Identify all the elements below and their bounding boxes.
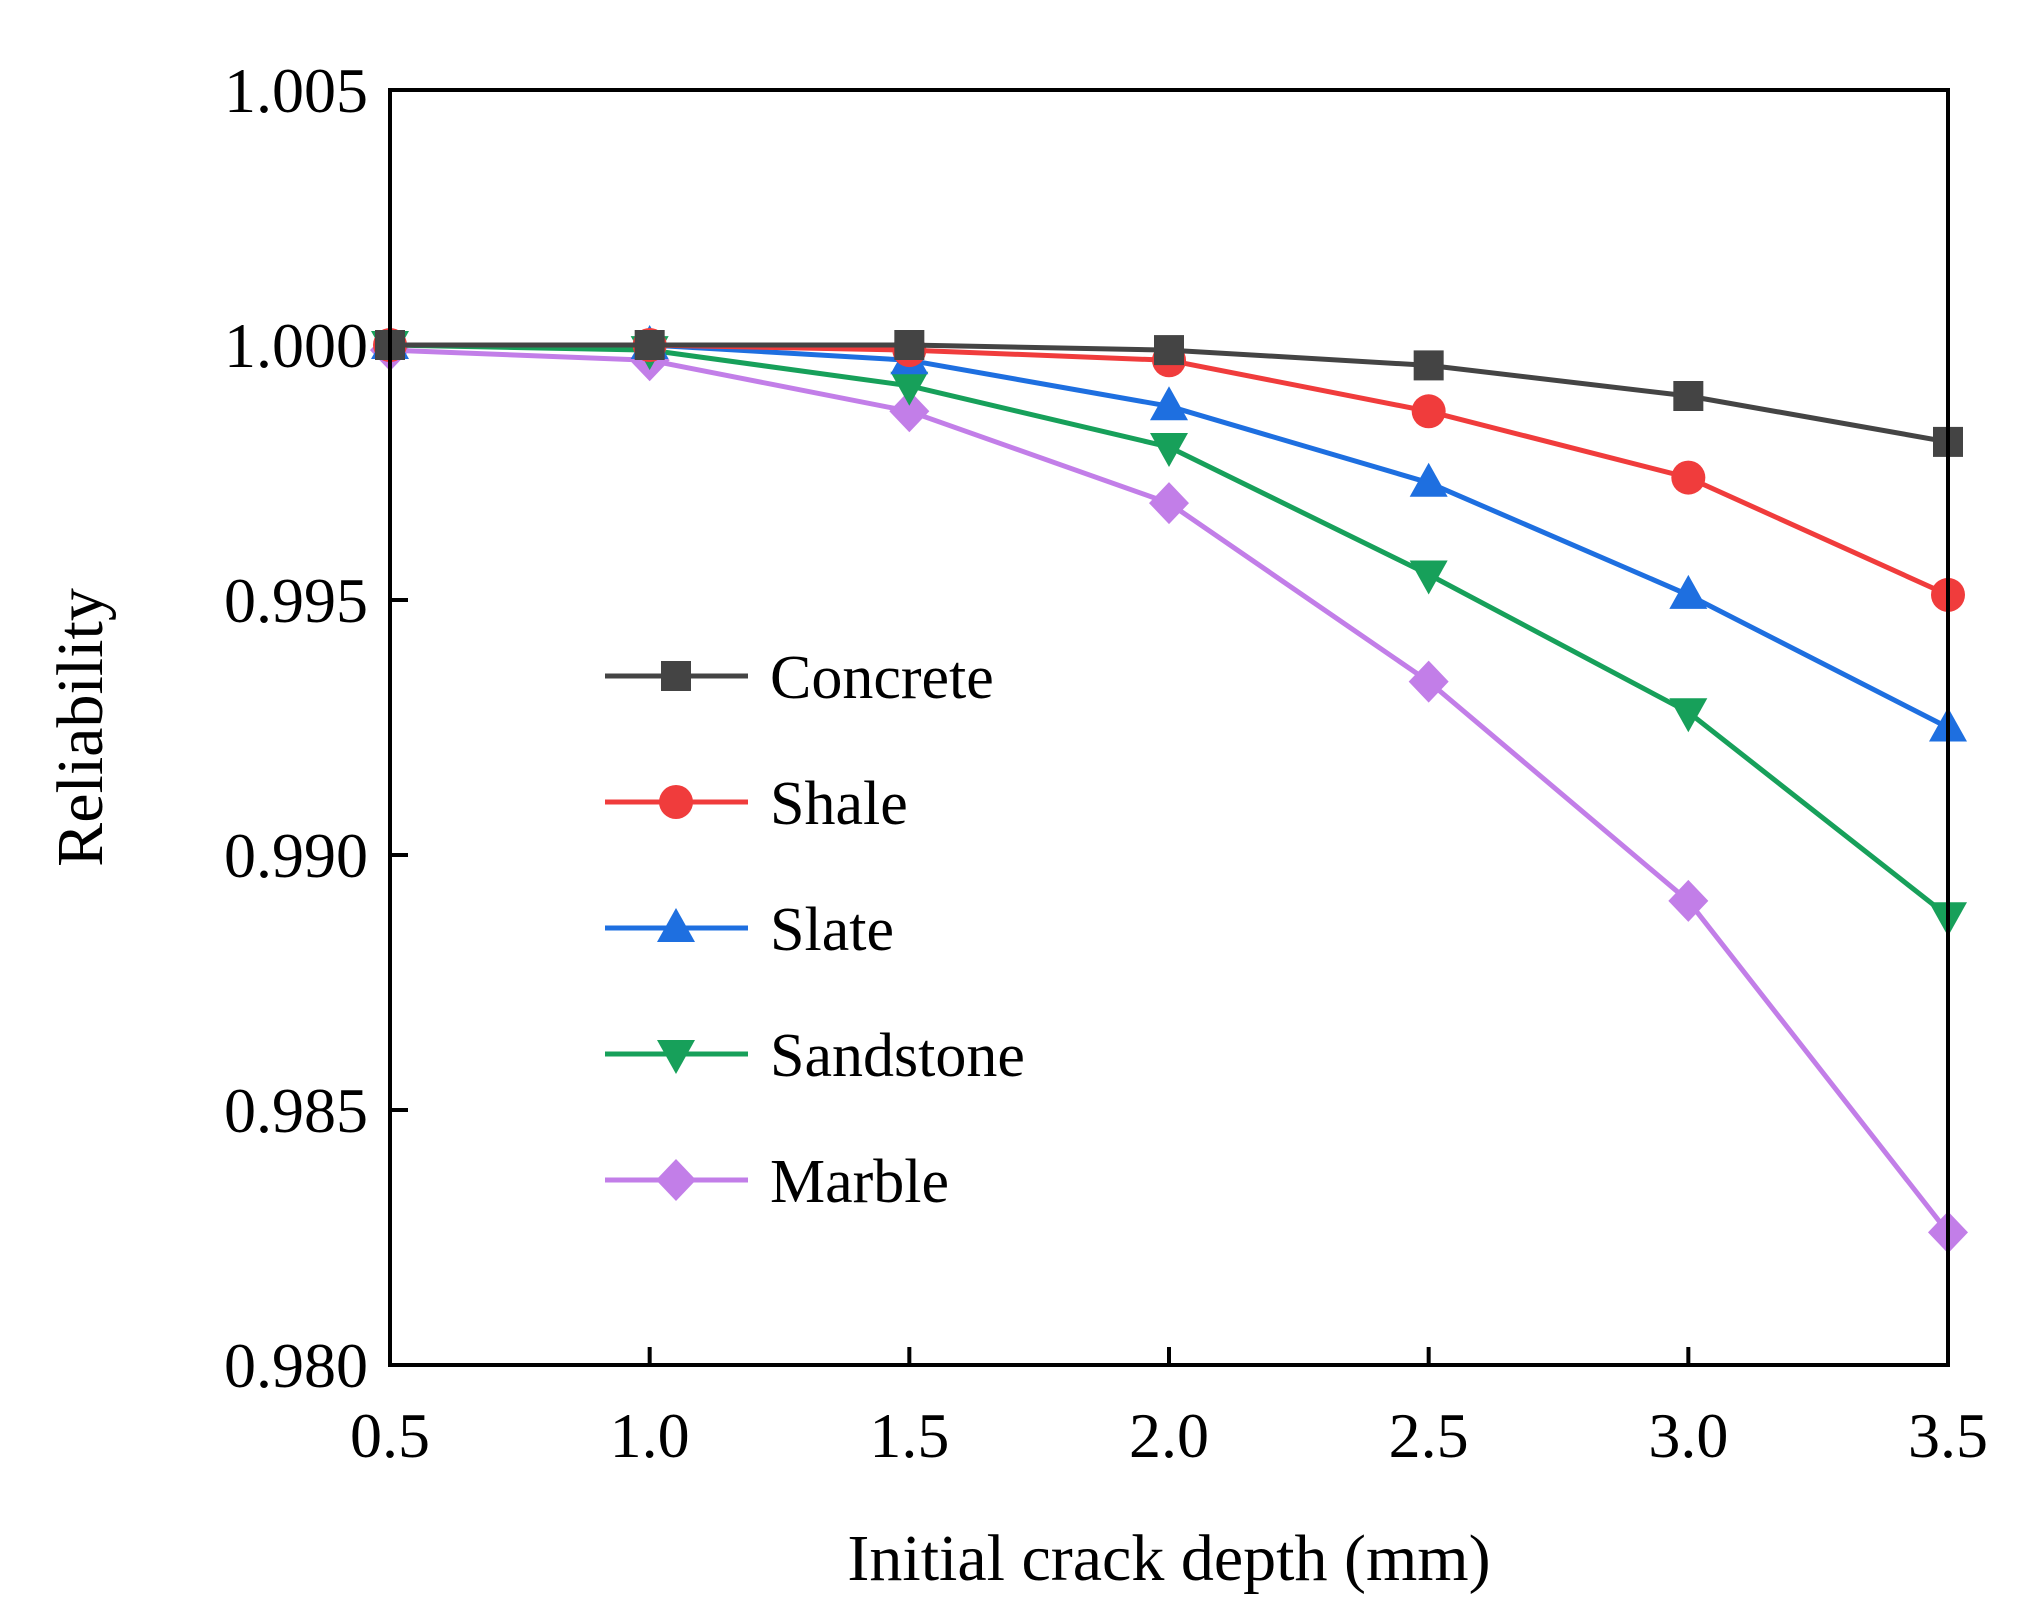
tick-marks <box>388 88 1950 1367</box>
legend-item-concrete: Concrete <box>605 644 994 712</box>
legend-marker-concrete <box>661 661 691 691</box>
series-concrete <box>375 330 1963 457</box>
y-tick-label: 1.000 <box>224 310 368 381</box>
plot-area-frame <box>388 88 1950 1367</box>
legend-marker-slate <box>657 908 695 942</box>
legend-item-sandstone: Sandstone <box>605 1022 1025 1090</box>
data-point-sandstone <box>1150 433 1188 467</box>
legend-marker-shale <box>659 785 693 819</box>
data-point-slate <box>1150 386 1188 421</box>
data-point-shale <box>1671 460 1706 495</box>
legend-marker-sandstone <box>657 1040 695 1074</box>
data-point-marble <box>1408 660 1449 703</box>
x-tick-label: 1.5 <box>869 1400 949 1471</box>
series-shale <box>373 328 1965 612</box>
legend-label-marble: Marble <box>770 1148 949 1216</box>
x-tick-label: 3.0 <box>1648 1400 1728 1471</box>
y-tick-label: 0.980 <box>224 1330 368 1401</box>
data-point-concrete <box>1673 381 1704 411</box>
legend-item-shale: Shale <box>605 770 908 838</box>
series-line-sandstone <box>389 342 1950 919</box>
data-point-slate <box>1409 462 1448 497</box>
x-tick-labels: 0.5 1.0 1.5 2.0 2.5 3.0 3.5 <box>350 1400 1988 1471</box>
x-tick-label: 2.5 <box>1389 1400 1469 1471</box>
x-tick-label: 3.5 <box>1908 1400 1988 1471</box>
legend-label-concrete: Concrete <box>770 644 994 712</box>
data-point-marble <box>1668 879 1709 922</box>
x-tick-label: 0.5 <box>350 1400 430 1471</box>
legend-label-slate: Slate <box>770 896 894 964</box>
data-point-concrete <box>1413 350 1444 381</box>
x-tick-label: 2.0 <box>1129 1400 1209 1471</box>
series-sandstone <box>371 331 1967 937</box>
data-point-concrete <box>634 330 665 360</box>
series-slate <box>371 325 1967 742</box>
series-marble <box>370 329 1968 1254</box>
y-tick-label: 0.995 <box>224 565 368 636</box>
y-axis-title: Reliability <box>44 588 117 867</box>
y-tick-label: 1.005 <box>224 55 368 126</box>
legend-marker-marble <box>656 1159 696 1201</box>
legend-item-slate: Slate <box>605 896 894 964</box>
legend: Concrete Shale Slate Sandstone Marble <box>605 644 1025 1216</box>
x-tick-label: 1.0 <box>610 1400 690 1471</box>
data-point-slate <box>1669 574 1708 609</box>
data-point-sandstone <box>1669 698 1708 733</box>
data-point-marble <box>1149 482 1189 525</box>
data-point-shale <box>1411 394 1446 429</box>
x-axis-title: Initial crack depth (mm) <box>847 1522 1490 1595</box>
y-tick-label: 0.990 <box>224 820 368 891</box>
series-layer <box>370 325 1968 1254</box>
y-tick-label: 0.985 <box>224 1075 368 1146</box>
data-point-marble <box>889 390 930 433</box>
legend-label-shale: Shale <box>770 770 908 838</box>
data-point-concrete <box>1154 335 1184 366</box>
y-tick-labels: 0.980 0.985 0.990 0.995 1.000 1.005 <box>224 55 368 1401</box>
data-point-sandstone <box>1409 560 1448 595</box>
legend-item-marble: Marble <box>605 1148 949 1216</box>
series-line-shale <box>390 342 1950 598</box>
legend-label-sandstone: Sandstone <box>770 1022 1025 1090</box>
data-point-sandstone <box>890 371 929 406</box>
data-point-concrete <box>894 330 925 360</box>
